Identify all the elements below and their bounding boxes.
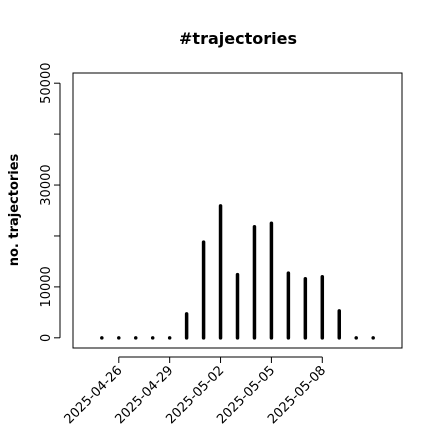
- chart-title: #trajectories: [179, 29, 297, 48]
- y-tick-label: 30000: [39, 164, 54, 205]
- y-tick-label: 0: [39, 334, 54, 342]
- plot-box: [72, 72, 403, 349]
- y-tick-label: 50000: [39, 63, 54, 104]
- y-tick-label: 10000: [39, 266, 54, 307]
- y-axis-label: no. trajectories: [7, 153, 22, 266]
